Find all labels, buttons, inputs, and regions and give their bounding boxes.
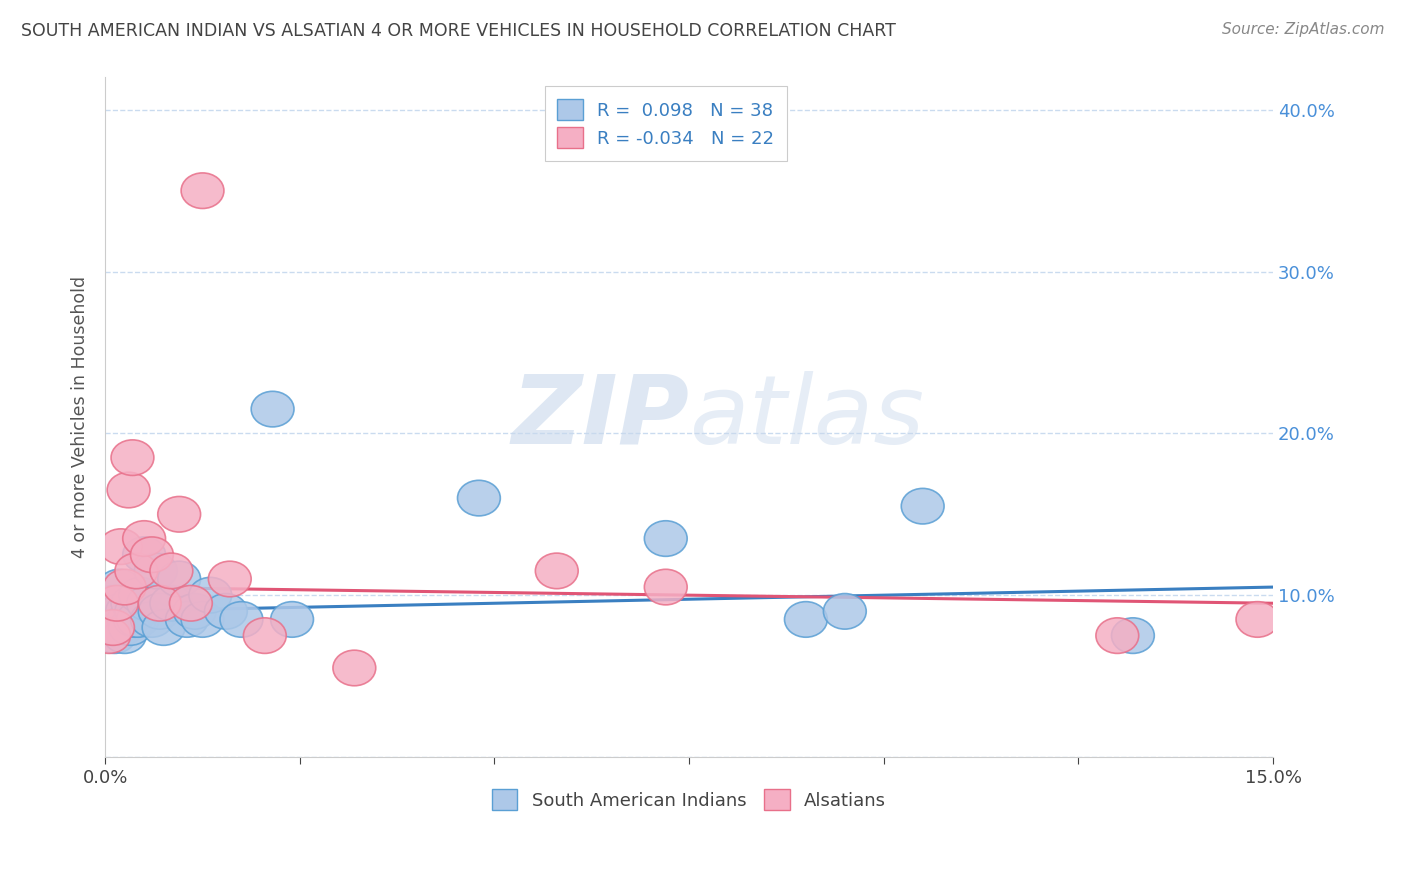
Ellipse shape xyxy=(105,593,149,629)
Ellipse shape xyxy=(93,618,136,654)
Ellipse shape xyxy=(103,569,146,605)
Ellipse shape xyxy=(96,610,138,645)
Ellipse shape xyxy=(208,561,252,597)
Text: ZIP: ZIP xyxy=(512,371,689,464)
Ellipse shape xyxy=(127,585,170,621)
Ellipse shape xyxy=(142,610,186,645)
Ellipse shape xyxy=(644,569,688,605)
Ellipse shape xyxy=(122,537,166,573)
Ellipse shape xyxy=(181,601,224,637)
Ellipse shape xyxy=(135,553,177,589)
Ellipse shape xyxy=(87,601,131,637)
Ellipse shape xyxy=(115,553,157,589)
Ellipse shape xyxy=(107,472,150,508)
Ellipse shape xyxy=(157,497,201,532)
Ellipse shape xyxy=(1236,601,1279,637)
Ellipse shape xyxy=(117,601,159,637)
Ellipse shape xyxy=(96,585,138,621)
Ellipse shape xyxy=(103,618,146,654)
Ellipse shape xyxy=(100,529,142,565)
Ellipse shape xyxy=(138,593,181,629)
Ellipse shape xyxy=(91,585,135,621)
Ellipse shape xyxy=(644,521,688,557)
Ellipse shape xyxy=(150,553,193,589)
Ellipse shape xyxy=(101,610,143,645)
Ellipse shape xyxy=(252,392,294,427)
Ellipse shape xyxy=(536,553,578,589)
Ellipse shape xyxy=(181,173,224,209)
Ellipse shape xyxy=(785,601,827,637)
Ellipse shape xyxy=(111,440,153,475)
Ellipse shape xyxy=(87,618,131,654)
Ellipse shape xyxy=(131,601,173,637)
Ellipse shape xyxy=(91,610,135,645)
Ellipse shape xyxy=(120,577,162,613)
Ellipse shape xyxy=(333,650,375,686)
Ellipse shape xyxy=(824,593,866,629)
Ellipse shape xyxy=(204,593,247,629)
Ellipse shape xyxy=(1112,618,1154,654)
Text: atlas: atlas xyxy=(689,371,924,464)
Ellipse shape xyxy=(150,585,193,621)
Text: Source: ZipAtlas.com: Source: ZipAtlas.com xyxy=(1222,22,1385,37)
Ellipse shape xyxy=(1095,618,1139,654)
Y-axis label: 4 or more Vehicles in Household: 4 or more Vehicles in Household xyxy=(72,277,89,558)
Text: SOUTH AMERICAN INDIAN VS ALSATIAN 4 OR MORE VEHICLES IN HOUSEHOLD CORRELATION CH: SOUTH AMERICAN INDIAN VS ALSATIAN 4 OR M… xyxy=(21,22,896,40)
Ellipse shape xyxy=(166,601,208,637)
Ellipse shape xyxy=(157,561,201,597)
Ellipse shape xyxy=(243,618,287,654)
Ellipse shape xyxy=(270,601,314,637)
Ellipse shape xyxy=(188,577,232,613)
Ellipse shape xyxy=(138,585,181,621)
Ellipse shape xyxy=(901,489,943,524)
Ellipse shape xyxy=(170,585,212,621)
Ellipse shape xyxy=(457,480,501,516)
Ellipse shape xyxy=(115,593,157,629)
Ellipse shape xyxy=(107,601,150,637)
Ellipse shape xyxy=(221,601,263,637)
Ellipse shape xyxy=(122,521,166,557)
Ellipse shape xyxy=(111,585,153,621)
Ellipse shape xyxy=(173,593,217,629)
Ellipse shape xyxy=(98,569,141,605)
Ellipse shape xyxy=(114,601,156,637)
Ellipse shape xyxy=(108,610,152,645)
Legend: South American Indians, Alsatians: South American Indians, Alsatians xyxy=(479,777,898,822)
Ellipse shape xyxy=(100,593,142,629)
Ellipse shape xyxy=(131,537,173,573)
